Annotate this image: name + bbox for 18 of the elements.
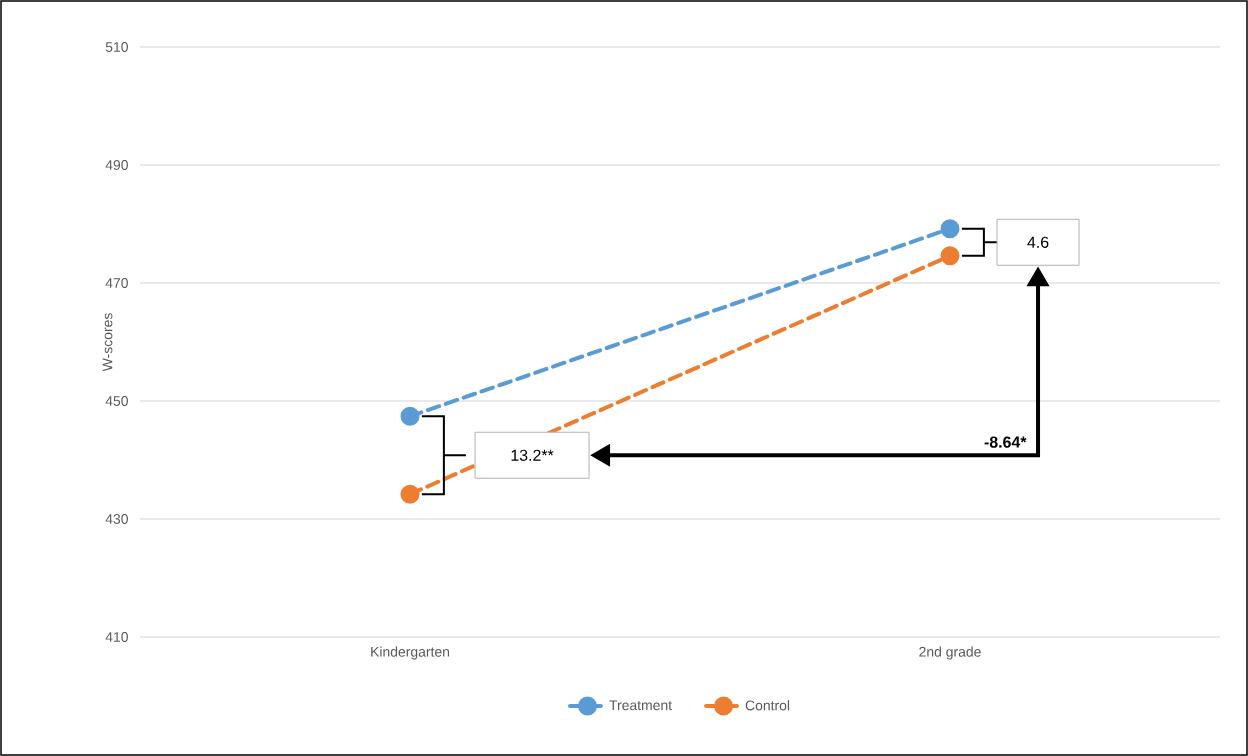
y-axis-title: W-scores xyxy=(102,313,113,372)
x-tick-label: 2nd grade xyxy=(919,646,981,660)
point xyxy=(400,406,420,426)
y-tick-label: 490 xyxy=(105,160,128,170)
y-tick-label: 430 xyxy=(105,514,128,524)
point xyxy=(400,484,420,504)
y-tick-label: 470 xyxy=(105,278,128,288)
annotation: 4.6 xyxy=(1027,236,1049,248)
legend-label: Treatment xyxy=(609,700,672,711)
x-tick-label: Kindergarten xyxy=(371,646,450,660)
y-tick-label: 510 xyxy=(105,42,128,52)
annotation: 13.2** xyxy=(511,449,554,461)
y-tick-label: 410 xyxy=(105,632,128,642)
annotation: -8.64* xyxy=(984,436,1027,448)
y-tick-label: 450 xyxy=(105,396,128,406)
point xyxy=(940,219,960,239)
point xyxy=(940,246,960,266)
legend-label: Control xyxy=(745,700,790,711)
